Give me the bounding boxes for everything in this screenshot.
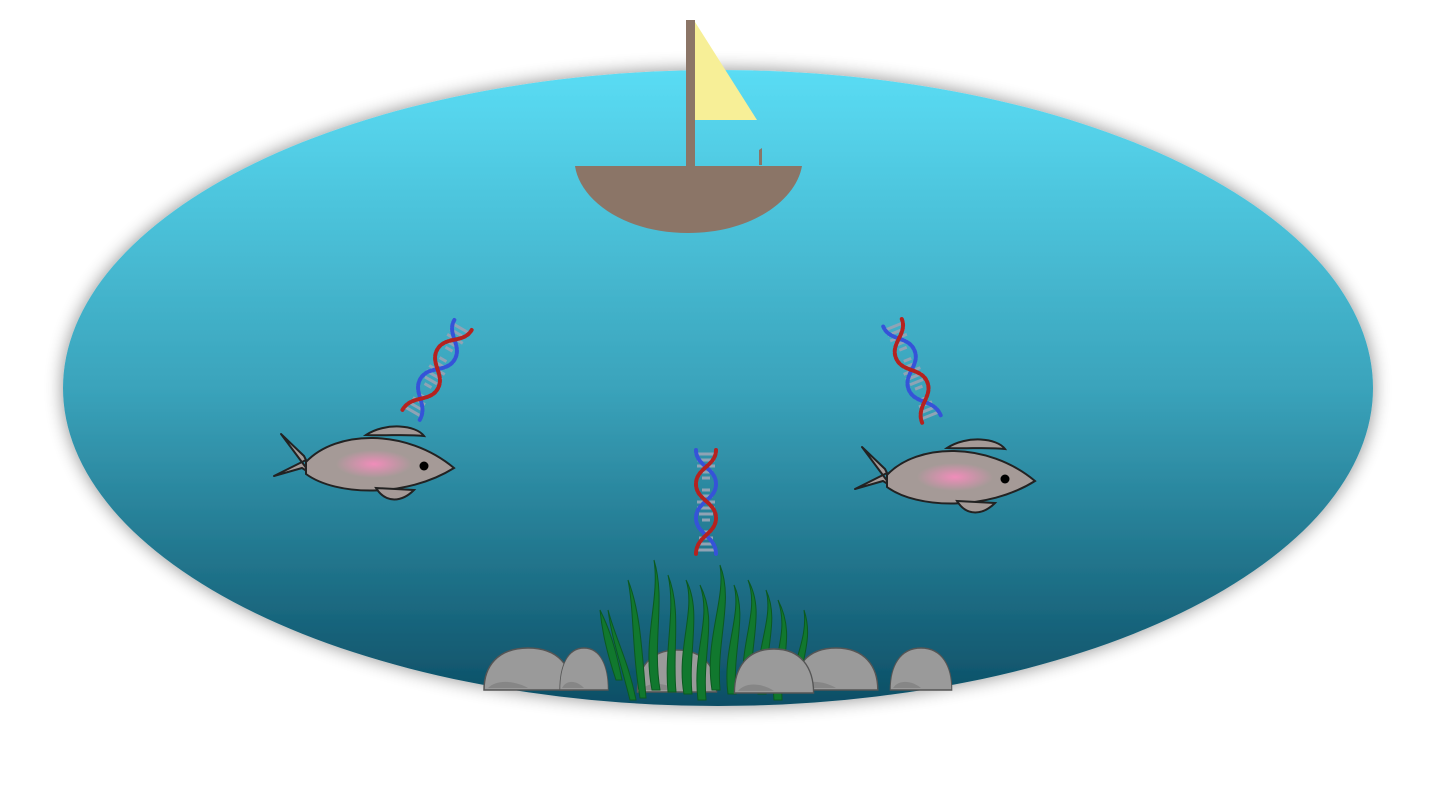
dna-icon — [694, 448, 718, 556]
pond-water — [63, 70, 1373, 706]
boat-icon — [575, 20, 802, 233]
